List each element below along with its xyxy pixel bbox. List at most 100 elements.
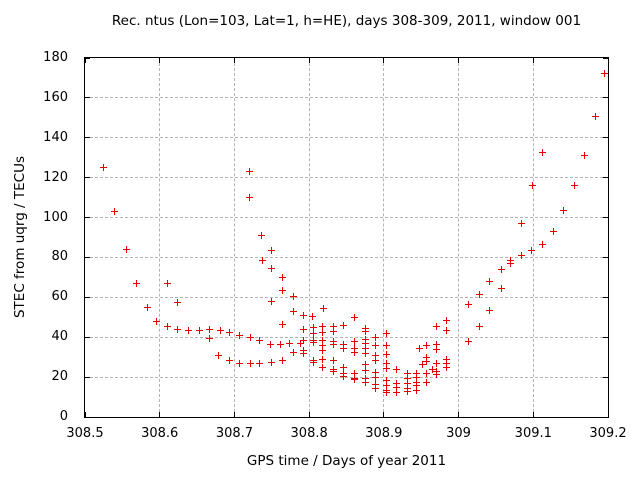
data-point-marker [279,320,287,328]
y-tick-left [85,217,90,219]
grid-line-vertical [233,58,235,417]
data-point-marker [286,339,294,347]
data-point-marker [422,353,430,361]
data-point-marker [205,325,213,333]
data-point-marker [299,349,307,357]
data-point-marker [246,359,254,367]
x-tick-top [458,58,460,63]
data-point-marker [319,346,327,354]
grid-line-horizontal [85,336,608,338]
data-point-marker [403,374,411,382]
data-point-marker [475,322,483,330]
y-tick-right [603,296,608,298]
x-tick-top [532,58,534,63]
data-point-marker [464,300,472,308]
data-point-marker [319,328,327,336]
y-tick-label: 140 [43,129,68,145]
data-point-marker [361,366,369,374]
data-point-marker [591,113,599,121]
chart-title: Rec. ntus (Lon=103, Lat=1, h=HE), days 3… [111,13,582,29]
y-tick-label: 40 [51,329,68,345]
data-point-marker [319,355,327,363]
data-point-marker [289,292,297,300]
y-tick-left [85,57,90,59]
data-point-marker [279,273,287,281]
x-tick-label: 309 [446,426,471,441]
y-tick-left [85,177,90,179]
x-tick-top [607,58,609,63]
data-point-marker [216,326,224,334]
data-point-marker [361,360,369,368]
data-point-marker [340,372,347,380]
data-point-marker [205,334,213,342]
data-point-marker [486,277,494,285]
data-point-marker [111,208,119,216]
x-axis-label: GPS time / Days of year 2011 [246,453,447,469]
data-point-marker [382,350,390,358]
data-point-marker [289,307,297,315]
data-point-marker [382,329,390,337]
plot-area-border [84,57,609,418]
data-point-marker [539,149,547,157]
data-point-marker [382,359,390,367]
data-point-marker [361,327,369,335]
data-point-marker [581,152,589,160]
x-tick-bottom [532,412,534,417]
data-point-marker [403,379,411,387]
x-tick-label: 308.9 [365,426,403,441]
y-tick-label: 80 [51,249,68,265]
data-point-marker [433,345,441,353]
y-tick-right [603,97,608,99]
data-point-marker [422,378,430,386]
y-tick-label: 100 [43,209,68,225]
data-point-marker [443,316,451,324]
data-point-marker [245,194,253,202]
x-tick-top [383,58,385,63]
data-point-marker [351,344,359,352]
y-tick-label: 120 [43,169,68,185]
data-point-marker [539,240,547,248]
data-point-marker [382,388,390,396]
data-point-marker [266,340,274,348]
data-point-marker [289,348,297,356]
data-point-marker [549,228,557,236]
data-point-marker [464,337,472,345]
data-point-marker [372,384,380,392]
grid-line-vertical [159,58,161,417]
x-tick-top [159,58,161,63]
data-point-marker [258,256,266,264]
data-point-marker [319,304,327,312]
data-point-marker [310,329,318,337]
data-point-marker [372,380,380,388]
data-point-marker [256,359,264,367]
x-tick-label: 308.8 [290,426,328,441]
data-point-marker [340,321,347,329]
data-point-marker [372,341,380,349]
data-point-marker [143,303,151,311]
data-point-marker [393,388,401,396]
data-point-marker [299,325,307,333]
data-point-marker [351,348,359,356]
data-point-marker [279,356,287,364]
data-point-marker [163,322,171,330]
y-tick-left [85,336,90,338]
data-point-marker [226,356,234,364]
data-point-marker [122,245,130,253]
data-point-marker [422,369,430,377]
data-point-marker [528,246,536,254]
y-tick-label: 60 [51,289,68,305]
data-point-marker [382,376,390,384]
data-point-marker [279,286,287,294]
y-tick-left [85,416,90,418]
data-point-marker [100,164,108,172]
data-point-marker [507,259,515,267]
data-point-marker [517,251,525,259]
data-point-marker [600,70,608,78]
data-point-marker [174,325,182,333]
data-point-marker [351,313,359,321]
data-point-marker [267,358,275,366]
data-point-marker [319,363,327,371]
x-tick-bottom [458,412,460,417]
data-point-marker [340,344,347,352]
